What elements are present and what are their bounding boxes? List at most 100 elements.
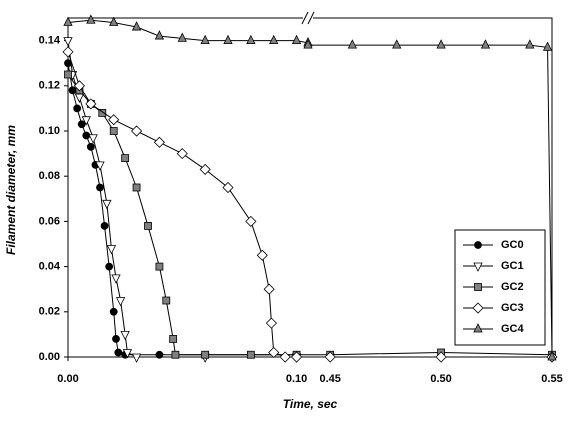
marker [81,116,91,126]
marker [98,109,107,117]
marker [109,307,118,316]
marker [86,142,95,151]
marker [131,125,143,137]
marker [100,222,109,230]
marker [525,39,535,49]
y-tick-label: 0.00 [39,351,60,363]
marker [131,21,142,31]
series-line [67,19,553,358]
axis-break-mark [301,11,309,25]
marker [144,222,152,230]
marker [82,131,91,140]
marker [68,86,77,95]
legend-label: GC3 [501,302,524,314]
marker [108,114,120,126]
marker [347,39,358,49]
marker [114,348,123,357]
marker [279,351,291,363]
marker [85,98,97,110]
legend-marker [473,262,483,272]
axis-break-mark [307,11,315,25]
marker [155,350,164,359]
marker [109,16,119,26]
marker [120,330,130,341]
marker [132,183,141,192]
marker [199,163,211,175]
marker [245,215,257,227]
marker [291,34,302,44]
marker [547,351,557,361]
marker [265,317,277,329]
marker [246,350,255,359]
marker [268,346,280,359]
legend-marker [473,323,483,333]
marker [74,93,85,103]
marker [112,335,120,343]
marker [106,245,117,255]
marker [88,134,98,144]
x-tick-label: 0.10 [286,373,307,385]
marker [73,104,82,113]
marker [256,249,268,261]
marker [200,34,210,44]
x-axis-title: Time, sec [283,397,338,411]
marker [95,161,105,171]
marker [64,70,72,79]
marker [102,199,112,210]
marker [121,154,130,163]
marker [77,120,86,129]
marker [303,39,313,49]
marker [115,297,126,307]
legend-marker [474,283,482,291]
marker [155,262,164,271]
series-line [67,40,297,358]
y-tick-label: 0.08 [39,170,60,182]
axis-break-gap [303,13,313,23]
marker [223,34,233,44]
legend-label: GC0 [501,239,524,251]
x-tick-label: 0.45 [319,373,340,385]
marker [435,351,447,363]
y-tick-label: 0.14 [39,35,61,47]
marker [392,39,402,49]
legend-label: GC1 [501,260,524,272]
marker [105,262,114,271]
marker [62,46,74,58]
marker [122,349,133,359]
marker [269,34,279,44]
marker [86,14,96,24]
y-tick-label: 0.04 [39,261,61,273]
marker [109,127,118,135]
marker [480,39,491,49]
marker [177,32,187,42]
y-axis-title: Filament diameter, mm [4,125,18,255]
y-tick-label: 0.02 [39,306,60,318]
marker [542,41,553,51]
x-tick-label: 0.50 [430,373,451,385]
marker [169,335,178,343]
x-tick-label: 0.55 [541,373,562,385]
marker [291,351,303,363]
series-line [67,63,297,356]
x-tick-label: 0.00 [57,373,78,385]
marker [153,136,165,148]
marker [96,183,104,192]
legend-marker [474,241,482,249]
marker [263,283,275,295]
marker [73,80,85,92]
marker [154,30,165,40]
y-tick-label: 0.06 [39,215,60,227]
marker [201,350,210,359]
marker [63,37,73,47]
legend-label: GC4 [501,323,525,335]
marker [162,296,171,305]
legend-label: GC2 [501,281,524,293]
marker [222,181,234,194]
marker [171,350,180,359]
marker [176,148,188,160]
marker [246,34,256,44]
marker [111,274,121,284]
marker [324,351,336,363]
legend-marker [472,302,484,314]
